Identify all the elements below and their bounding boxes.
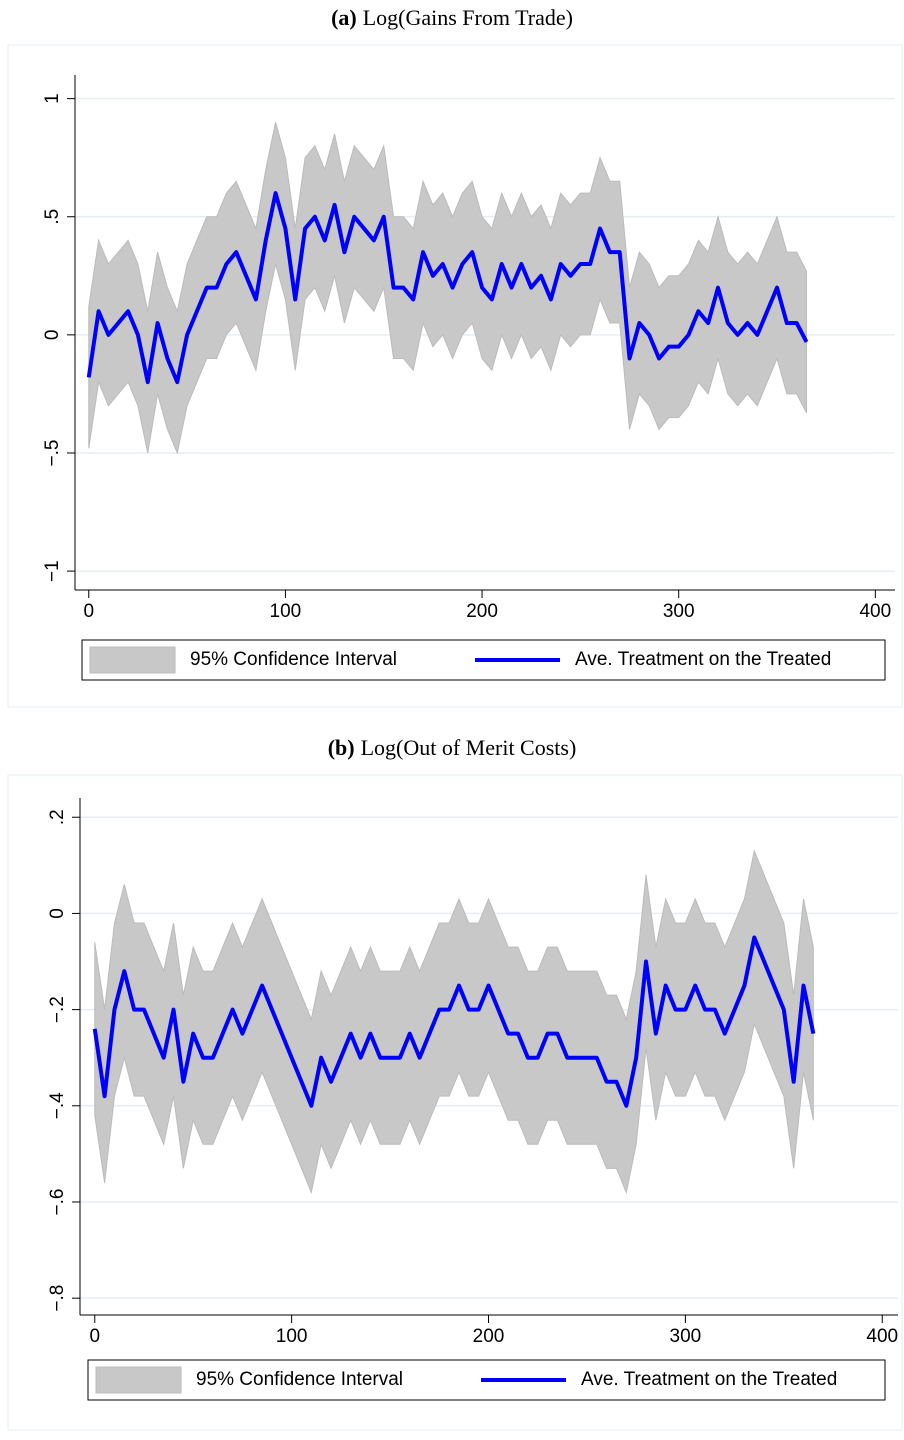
x-tick-label: 300 (670, 1326, 702, 1347)
y-tick-label: 0 (47, 908, 68, 919)
x-tick-label: 200 (473, 1326, 505, 1347)
y-tick-label: 1 (42, 93, 63, 104)
y-tick-label: −.5 (42, 440, 63, 467)
x-tick-label: 400 (866, 1326, 898, 1347)
y-tick-label: .5 (42, 209, 63, 225)
chart-title: (b) Log(Out of Merit Costs) (328, 735, 577, 760)
x-tick-label: 100 (270, 601, 302, 622)
x-tick-label: 0 (89, 1326, 100, 1347)
title-text: Log(Gains From Trade) (363, 5, 573, 30)
panel-label: (b) (328, 735, 355, 760)
y-tick-label: −.8 (47, 1285, 68, 1312)
legend-label: 95% Confidence Interval (190, 649, 397, 670)
x-tick-label: 0 (83, 601, 94, 622)
legend-swatch (95, 1366, 182, 1394)
att-line (86, 191, 809, 385)
y-tick-label: 0 (42, 330, 63, 341)
x-tick-label: 400 (859, 601, 891, 622)
chart-title: (a) Log(Gains From Trade) (331, 5, 573, 30)
confidence-band (94, 849, 814, 1195)
legend-label: Ave. Treatment on the Treated (581, 1369, 837, 1390)
legend-label: Ave. Treatment on the Treated (575, 649, 831, 670)
legend-label: 95% Confidence Interval (196, 1369, 403, 1390)
y-tick-label: −.2 (47, 996, 68, 1023)
y-tick-label: −.4 (47, 1092, 68, 1119)
title-text: Log(Out of Merit Costs) (361, 735, 577, 760)
y-tick-label: −.6 (47, 1189, 68, 1216)
legend-swatch (89, 646, 176, 674)
att-line (92, 935, 816, 1108)
confidence-band (88, 122, 808, 455)
x-tick-label: 200 (466, 601, 498, 622)
panel-label: (a) (331, 5, 357, 30)
x-tick-label: 300 (663, 601, 695, 622)
y-tick-label: −1 (42, 560, 63, 582)
panel-frame (7, 774, 903, 1431)
y-tick-label: .2 (47, 809, 68, 825)
x-tick-label: 100 (276, 1326, 308, 1347)
